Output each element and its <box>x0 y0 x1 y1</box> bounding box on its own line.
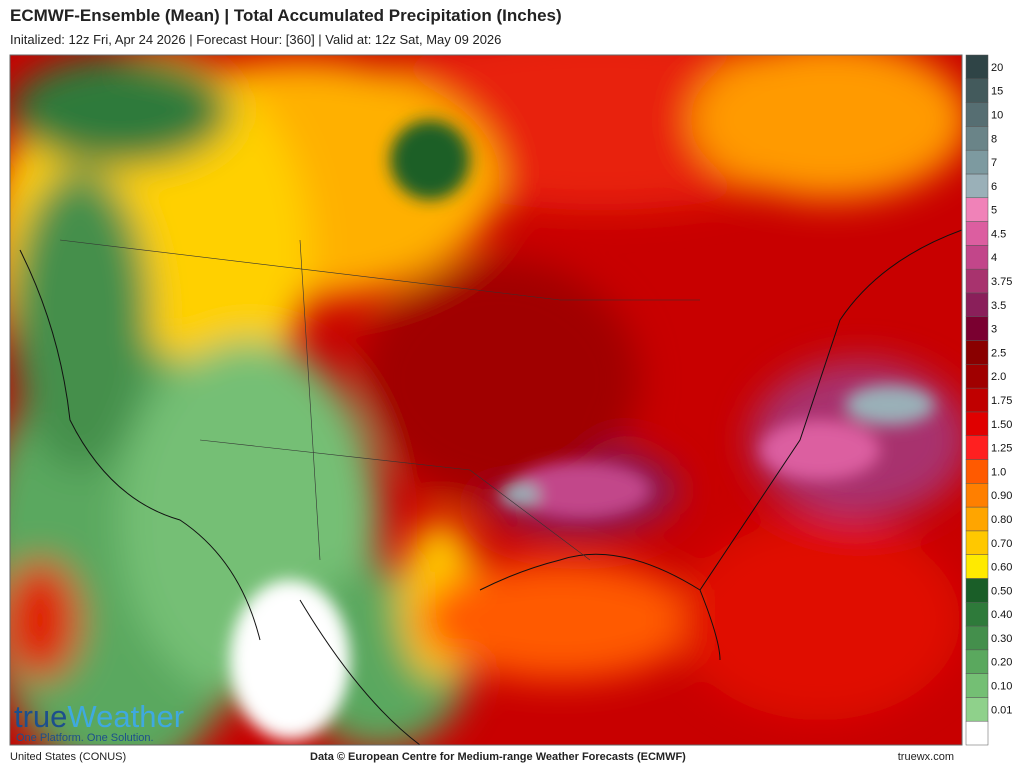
legend-label: 0.70 <box>991 538 1012 550</box>
legend-label: 4 <box>991 252 997 264</box>
legend-swatch <box>965 530 989 555</box>
legend-label: 6 <box>991 181 997 193</box>
legend-swatch <box>965 54 989 80</box>
legend-swatch <box>965 554 989 579</box>
legend-swatch <box>965 697 989 722</box>
title: ECMWF-Ensemble (Mean) | Total Accumulate… <box>10 6 562 25</box>
legend-label: 0.90 <box>991 490 1012 502</box>
legend-label: 4.5 <box>991 228 1006 240</box>
legend-label: 5 <box>991 205 997 217</box>
footer-left: United States (CONUS) <box>10 751 127 763</box>
legend-swatch <box>965 316 989 341</box>
footer-right: truewx.com <box>897 751 954 763</box>
logo-tagline: One Platform. One Solution. <box>16 732 154 744</box>
legend-label: 0.60 <box>991 562 1012 574</box>
legend-swatch <box>965 245 989 270</box>
legend-label: 0.50 <box>991 585 1012 597</box>
legend-swatch <box>965 601 989 627</box>
legend-swatch <box>965 102 989 127</box>
legend-swatch <box>965 649 989 674</box>
legend-label: 3.5 <box>991 300 1006 312</box>
legend-label: 1.25 <box>991 443 1012 455</box>
footer-center: Data © European Centre for Medium-range … <box>310 751 686 763</box>
subtitle: Initalized: 12z Fri, Apr 24 2026 | Forec… <box>10 32 502 47</box>
logo-part1: true <box>14 699 67 734</box>
map: 0.01 0.10 0.20 0.30 0.40 0.50 0.60 0.70 0.80 0.90… <box>9 54 1012 746</box>
legend-label: 2.0 <box>991 371 1006 383</box>
legend-swatch <box>965 292 989 317</box>
legend: 0.01 0.10 0.20 0.30 0.40 0.50 0.60 0.70 0.80 0.90… <box>965 54 1012 746</box>
legend-label: 0.01 <box>991 704 1012 716</box>
legend-swatch <box>965 78 989 103</box>
legend-swatch <box>965 411 989 436</box>
legend-label: 0.30 <box>991 633 1012 645</box>
coastline <box>19 229 962 745</box>
legend-swatch <box>965 268 989 294</box>
legend-swatch <box>965 625 989 651</box>
legend-label: 0.40 <box>991 609 1012 621</box>
legend-swatch <box>965 506 989 532</box>
legend-label: 3.75 <box>991 276 1012 288</box>
legend-label: 7 <box>991 157 997 169</box>
legend-swatch <box>965 435 989 460</box>
legend-label: 8 <box>991 133 997 145</box>
legend-label: 1.75 <box>991 395 1012 407</box>
precip-field <box>10 55 962 745</box>
legend-swatch <box>965 720 989 746</box>
legend-label: 0.80 <box>991 514 1012 526</box>
logo-part2: Weather <box>67 699 184 734</box>
legend-label: 20 <box>991 62 1003 74</box>
legend-label: 1.50 <box>991 419 1012 431</box>
legend-swatch <box>965 364 989 389</box>
borders <box>59 239 700 561</box>
legend-swatch <box>965 459 989 484</box>
legend-swatch <box>965 483 989 508</box>
legend-swatch <box>965 340 989 365</box>
legend-swatch <box>965 197 989 222</box>
legend-label: 2.5 <box>991 347 1006 359</box>
map-frame <box>9 54 963 746</box>
legend-label: 10 <box>991 109 1003 121</box>
legend-swatch <box>965 221 989 246</box>
legend-label: 15 <box>991 86 1003 98</box>
legend-swatch <box>965 578 989 603</box>
legend-label: 0.20 <box>991 657 1012 669</box>
legend-swatch <box>965 173 989 199</box>
legend-swatch <box>965 149 989 175</box>
legend-swatch <box>965 387 989 413</box>
legend-label: 1.0 <box>991 466 1006 478</box>
legend-label: 3 <box>991 324 997 336</box>
legend-swatch <box>965 126 989 151</box>
legend-swatch <box>965 673 989 698</box>
logo: trueWeather <box>14 699 184 734</box>
legend-label: 0.10 <box>991 681 1012 693</box>
